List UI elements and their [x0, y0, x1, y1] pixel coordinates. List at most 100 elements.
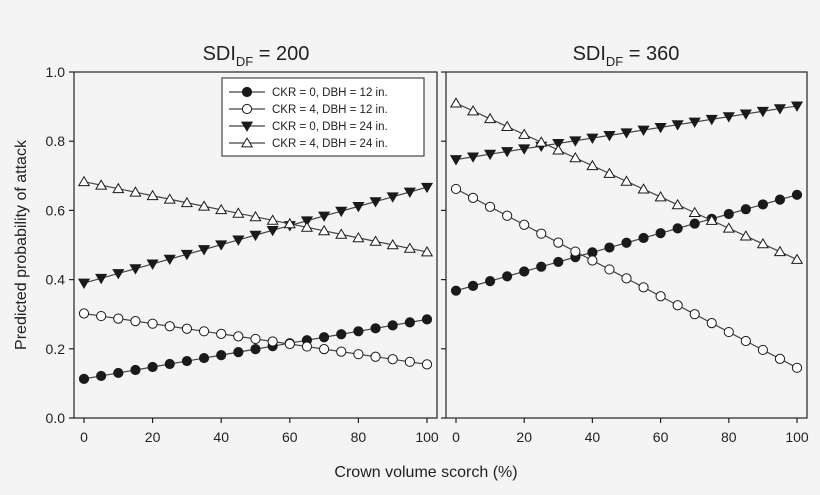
data-point	[250, 344, 261, 355]
data-point	[387, 354, 398, 365]
x-tick-label: 100	[785, 429, 809, 445]
x-tick-label: 60	[653, 429, 669, 445]
data-point	[181, 355, 192, 367]
data-point	[112, 182, 125, 194]
data-point	[467, 280, 479, 291]
data-point	[318, 211, 331, 222]
data-point	[335, 228, 348, 239]
data-point	[241, 103, 253, 115]
data-point	[78, 308, 90, 319]
data-point	[467, 192, 479, 203]
data-point	[552, 144, 565, 155]
data-point	[403, 187, 416, 198]
data-point	[233, 331, 244, 342]
data-point	[147, 318, 158, 329]
data-point	[96, 370, 107, 382]
data-point	[689, 309, 700, 320]
data-point	[197, 200, 211, 211]
y-tick-label: 1.0	[46, 64, 66, 80]
data-point	[421, 314, 433, 325]
data-point	[233, 347, 244, 358]
legend-entry: CKR = 0, DBH = 12 in.	[229, 86, 388, 99]
panel-title-subscript: DF	[606, 54, 623, 69]
data-point	[450, 285, 462, 296]
data-point	[519, 219, 530, 230]
data-point	[654, 122, 667, 134]
data-point	[129, 264, 142, 275]
data-point	[283, 217, 296, 229]
data-point	[570, 246, 581, 257]
panel-1: 0 20 40 60 80 100	[441, 71, 809, 445]
data-point	[240, 137, 254, 148]
data-point	[77, 175, 91, 187]
legend-label: CKR = 4, DBH = 24 in.	[272, 138, 388, 150]
panel-title-rest: = 360	[623, 43, 679, 65]
data-point	[249, 210, 262, 222]
data-point	[266, 225, 279, 237]
data-point	[267, 336, 278, 347]
data-point	[466, 152, 480, 163]
data-point	[180, 196, 193, 208]
data-point	[319, 344, 330, 355]
data-point	[502, 271, 513, 282]
data-point	[569, 136, 582, 147]
data-point	[386, 238, 399, 250]
data-point	[352, 231, 365, 243]
data-point	[113, 367, 124, 379]
panel-title-left: SDIDF = 200	[203, 43, 310, 69]
series-1	[78, 308, 433, 370]
panel-title-main: SDI	[573, 43, 606, 65]
data-point	[502, 210, 513, 221]
panel-0: 0 20 40 60 80 100 0.0 0.2 0.4 0.6 0.8 1.0	[46, 64, 439, 445]
data-point	[722, 112, 735, 123]
data-point	[318, 224, 331, 236]
data-point	[553, 256, 564, 268]
series-3	[77, 175, 434, 257]
data-point	[353, 349, 364, 360]
data-point	[637, 125, 650, 136]
data-point	[756, 106, 769, 118]
data-point	[130, 364, 141, 376]
data-point	[705, 214, 718, 225]
legend-label: CKR = 0, DBH = 24 in.	[272, 121, 388, 133]
data-point	[774, 353, 786, 364]
data-point	[638, 282, 649, 293]
data-point	[301, 341, 313, 352]
x-tick-label: 0	[80, 429, 88, 445]
data-point	[146, 259, 159, 270]
data-point	[705, 114, 718, 126]
data-point	[790, 253, 804, 264]
data-point	[249, 230, 262, 242]
data-point	[757, 344, 769, 356]
data-point	[164, 321, 175, 332]
data-point	[95, 179, 108, 190]
data-point	[604, 264, 615, 275]
data-point	[672, 223, 683, 234]
data-point	[603, 167, 616, 178]
data-point	[740, 204, 751, 215]
data-point	[164, 358, 175, 370]
data-point	[113, 313, 124, 324]
data-point	[284, 338, 295, 350]
data-point	[198, 352, 210, 364]
x-tick-label: 80	[721, 429, 737, 445]
data-point	[722, 222, 735, 233]
data-point	[620, 128, 633, 139]
data-point	[773, 245, 787, 257]
data-point	[501, 120, 514, 131]
legend-label: CKR = 0, DBH = 12 in.	[272, 87, 388, 99]
data-point	[449, 155, 463, 166]
y-tick-label: 0.4	[46, 272, 66, 288]
plot-frame	[445, 71, 808, 419]
data-point	[353, 326, 364, 337]
data-point	[552, 139, 565, 150]
data-point	[536, 228, 547, 239]
data-point	[95, 273, 108, 285]
data-point	[604, 242, 615, 253]
data-point	[369, 235, 382, 246]
series-3	[449, 97, 804, 264]
x-tick-label: 20	[145, 429, 161, 445]
data-point	[739, 230, 752, 241]
data-point	[638, 232, 649, 244]
